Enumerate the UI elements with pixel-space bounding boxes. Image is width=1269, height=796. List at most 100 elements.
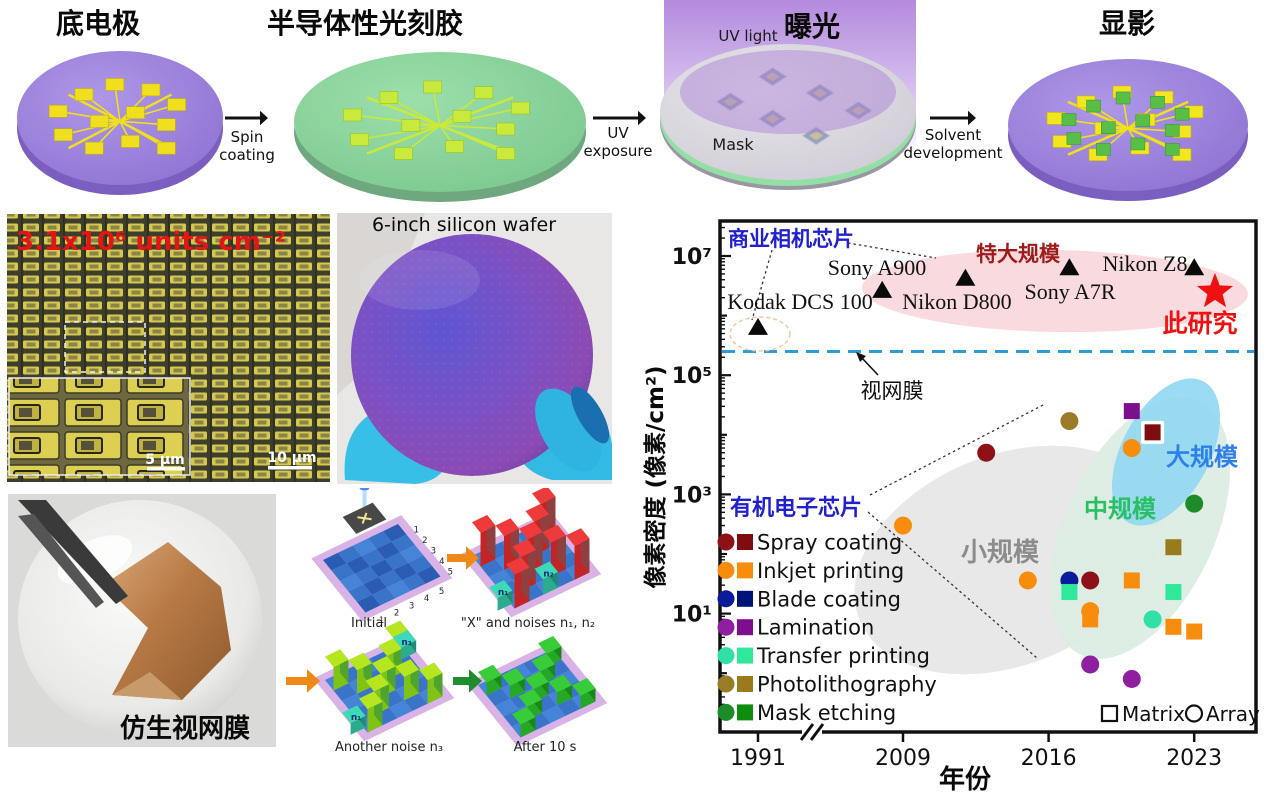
electrode-pad bbox=[167, 98, 186, 111]
semiconductor-pixel bbox=[1101, 121, 1116, 135]
signal-cube bbox=[525, 503, 549, 522]
wafer-glare bbox=[360, 250, 480, 310]
signal-cube bbox=[395, 659, 419, 677]
electrode-pad bbox=[452, 110, 472, 123]
noise-label: n₁ bbox=[351, 713, 361, 723]
tweezers-prong-2 bbox=[18, 514, 104, 608]
wafer-developed bbox=[1008, 59, 1248, 201]
board-cell bbox=[355, 566, 379, 585]
data-point-matrix bbox=[1061, 584, 1078, 601]
mask-x-glyph bbox=[361, 512, 368, 524]
legend-circle-swatch bbox=[717, 675, 735, 693]
wafer-photo-panel: 6-inch silicon wafer bbox=[337, 213, 612, 484]
axis-number: 3 bbox=[409, 601, 414, 611]
legend-square-swatch bbox=[737, 562, 753, 579]
board-cell bbox=[486, 688, 510, 706]
signal-cube bbox=[548, 674, 572, 693]
data-point-matrix bbox=[1186, 623, 1203, 640]
electrode-pad bbox=[343, 108, 362, 122]
wire bbox=[352, 114, 441, 127]
array-label: Array bbox=[1206, 702, 1260, 726]
wire bbox=[58, 110, 121, 123]
signal-cube bbox=[359, 691, 383, 710]
noise-label: n₃ bbox=[401, 638, 411, 648]
data-point-array bbox=[1081, 655, 1100, 674]
y-tick-label: 10³ bbox=[672, 483, 712, 508]
signal-cube bbox=[348, 652, 372, 671]
signal-cube bbox=[532, 488, 556, 504]
process-arrows bbox=[225, 110, 976, 126]
signal-cube bbox=[525, 671, 549, 690]
electrode-pad bbox=[54, 128, 73, 142]
board-cell bbox=[338, 545, 362, 564]
signal-cube bbox=[325, 649, 349, 668]
camera-chip-point bbox=[872, 280, 893, 298]
signal-cube bbox=[478, 664, 502, 683]
arrow-label: coating bbox=[219, 146, 275, 164]
signal-cube bbox=[365, 673, 389, 692]
board-cell bbox=[402, 573, 426, 591]
semiconductor-pixel bbox=[1150, 95, 1165, 109]
wafer-bottom-electrode bbox=[17, 51, 223, 195]
step-label-bottom-electrode: 底电极 bbox=[56, 7, 140, 40]
legend-square-swatch bbox=[737, 534, 753, 550]
axis-number: 2 bbox=[394, 609, 399, 619]
axis-break-mark bbox=[809, 723, 825, 741]
retina-photo-caption: 仿生视网膜 bbox=[120, 713, 250, 744]
data-point-array bbox=[1143, 610, 1162, 629]
axis-number: 1 bbox=[414, 525, 419, 535]
board-cell bbox=[353, 538, 377, 557]
axis-number: 2 bbox=[422, 536, 427, 546]
semiconductor-pixel bbox=[1086, 99, 1101, 113]
camera-chip-point bbox=[1059, 258, 1080, 276]
board-cell bbox=[323, 552, 347, 571]
arrow-label: UV bbox=[607, 124, 629, 142]
x-tick-label: 2009 bbox=[875, 746, 931, 771]
noise-cube bbox=[342, 705, 366, 724]
retina-arrow bbox=[861, 357, 879, 376]
semiconductor-pixel bbox=[1164, 124, 1180, 137]
board-cell bbox=[495, 698, 519, 717]
data-point-matrix bbox=[1165, 584, 1182, 601]
legend-circle-swatch bbox=[717, 533, 735, 551]
semiconductor-pixel bbox=[1130, 137, 1146, 151]
board-cell bbox=[542, 705, 566, 724]
pointer-line bbox=[867, 511, 1038, 659]
legend-square-swatch bbox=[737, 647, 753, 664]
wire bbox=[439, 124, 507, 155]
data-point-array bbox=[1185, 494, 1204, 513]
data-point-array bbox=[977, 443, 996, 462]
y-axis-label: 像素密度 (像素/cm²) bbox=[642, 365, 669, 588]
foil-fold bbox=[112, 672, 182, 700]
legend-circle-swatch bbox=[717, 561, 735, 579]
mask-opening-center bbox=[851, 106, 866, 116]
wafer-photoresist bbox=[294, 52, 586, 202]
data-point-array bbox=[1122, 669, 1141, 688]
spin-coating-arrow bbox=[225, 110, 268, 126]
data-point-matrix bbox=[1144, 424, 1161, 441]
inset-scale-bar bbox=[147, 467, 185, 471]
electrode-pad bbox=[394, 147, 413, 160]
retina-arrowhead bbox=[856, 352, 866, 362]
legend-square-swatch bbox=[737, 704, 753, 721]
board-cell bbox=[557, 698, 581, 716]
board-cell bbox=[342, 693, 366, 712]
electrode-pad bbox=[496, 122, 516, 136]
cube-caption-initial: Initial bbox=[351, 616, 387, 631]
legend-circle-swatch bbox=[717, 618, 735, 636]
y-tick-label: 10⁷ bbox=[672, 245, 712, 270]
array-marker-icon bbox=[1184, 704, 1204, 723]
board-cell bbox=[340, 573, 364, 592]
wire bbox=[439, 124, 506, 130]
signal-cube bbox=[419, 662, 443, 681]
signal-cube bbox=[519, 521, 543, 540]
electrode-pad bbox=[126, 106, 145, 119]
copper-retina-foil bbox=[103, 542, 231, 700]
board-cell bbox=[385, 552, 409, 570]
electrode-pad bbox=[157, 118, 176, 131]
mask-opening-center bbox=[809, 131, 824, 141]
semiconductor-pixel bbox=[1164, 143, 1180, 156]
board-cell bbox=[333, 683, 357, 701]
main-scale-bar bbox=[268, 466, 312, 470]
